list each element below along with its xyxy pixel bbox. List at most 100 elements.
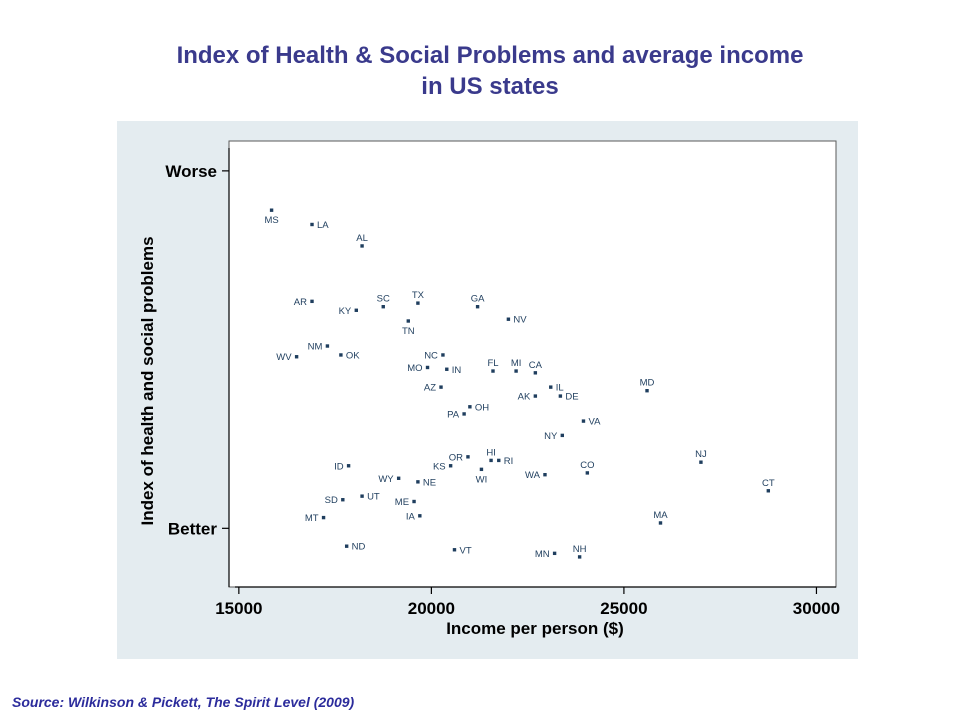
point-label-ut: UT xyxy=(367,492,380,503)
y-ticks: Worse Better xyxy=(165,162,229,538)
point-label-fl: FL xyxy=(487,358,498,369)
data-point-al xyxy=(360,244,364,248)
point-label-ma: MA xyxy=(653,510,668,521)
point-label-co: CO xyxy=(580,460,594,471)
point-label-nm: NM xyxy=(308,342,323,353)
point-label-wy: WY xyxy=(378,474,394,485)
data-point-ri xyxy=(497,458,501,463)
point-label-al: AL xyxy=(356,233,368,244)
point-label-az: AZ xyxy=(424,383,436,394)
y-tick-label: Better xyxy=(168,519,218,538)
point-label-vt: VT xyxy=(459,545,471,556)
point-label-in: IN xyxy=(452,365,462,376)
x-tick-label: 30000 xyxy=(793,599,840,618)
data-point-oh xyxy=(468,405,472,409)
point-label-la: LA xyxy=(317,220,329,231)
data-point-wi xyxy=(479,467,484,472)
data-point-sc xyxy=(381,305,385,309)
point-label-sd: SD xyxy=(325,495,338,506)
point-label-mt: MT xyxy=(305,513,319,524)
point-label-ne: NE xyxy=(423,477,436,488)
point-label-hi: HI xyxy=(486,447,496,458)
data-point-de xyxy=(558,394,563,398)
plot-area xyxy=(228,140,837,588)
data-point-ky xyxy=(354,308,358,312)
chart-panel: Income per person ($) Index of health an… xyxy=(117,121,858,659)
point-label-me: ME xyxy=(395,497,409,508)
data-point-mi xyxy=(514,369,518,373)
point-label-nv: NV xyxy=(513,315,527,326)
x-tick-label: 20000 xyxy=(408,599,455,618)
data-point-fl xyxy=(491,369,495,373)
point-label-wv: WV xyxy=(276,352,292,363)
point-label-ak: AK xyxy=(518,392,531,403)
point-label-tn: TN xyxy=(402,326,415,337)
point-label-sc: SC xyxy=(377,294,390,305)
data-point-co xyxy=(585,471,590,475)
point-label-nh: NH xyxy=(573,544,587,555)
data-point-wv xyxy=(294,355,299,359)
data-point-wa xyxy=(543,473,547,477)
point-label-ia: IA xyxy=(406,511,416,522)
point-label-ny: NY xyxy=(544,431,558,442)
data-point-id xyxy=(346,464,351,468)
point-label-or: OR xyxy=(449,452,463,463)
point-label-ar: AR xyxy=(294,297,307,308)
point-label-nd: ND xyxy=(352,542,366,553)
point-label-wi: WI xyxy=(476,474,488,485)
data-point-ca xyxy=(533,371,538,375)
source-note: Source: Wilkinson & Pickett, The Spirit … xyxy=(12,694,355,710)
point-label-tx: TX xyxy=(412,290,425,301)
point-label-de: DE xyxy=(565,392,578,403)
data-point-ut xyxy=(360,494,364,498)
data-point-sd xyxy=(341,498,345,502)
y-tick-label: Worse xyxy=(165,162,217,181)
point-label-oh: OH xyxy=(475,402,489,413)
data-point-hi xyxy=(489,458,493,463)
data-point-nv xyxy=(506,317,511,321)
data-point-ok xyxy=(339,353,343,357)
x-tick-label: 25000 xyxy=(600,599,647,618)
data-point-ks xyxy=(448,464,453,468)
data-point-va xyxy=(581,419,586,423)
x-tick-label: 15000 xyxy=(215,599,262,618)
point-label-ca: CA xyxy=(529,360,543,371)
data-point-ny xyxy=(560,433,565,438)
point-label-md: MD xyxy=(640,378,655,389)
point-label-wa: WA xyxy=(525,470,541,481)
point-label-il: IL xyxy=(556,383,564,394)
x-ticks: 15000 20000 25000 30000 xyxy=(215,587,840,618)
data-point-ar xyxy=(310,299,314,304)
data-point-tn xyxy=(406,319,410,323)
data-point-pa xyxy=(462,412,466,416)
data-point-nd xyxy=(344,544,349,548)
point-label-ks: KS xyxy=(433,461,446,472)
chart-title-line-1: Index of Health & Social Problems and av… xyxy=(176,42,804,69)
scatter-chart: Income per person ($) Index of health an… xyxy=(138,140,840,638)
data-point-az xyxy=(439,385,443,389)
data-point-ma xyxy=(658,521,663,525)
data-point-or xyxy=(466,455,470,459)
point-label-nj: NJ xyxy=(695,449,707,460)
point-label-ok: OK xyxy=(346,350,360,361)
point-label-pa: PA xyxy=(447,409,460,420)
data-point-ia xyxy=(418,514,422,518)
data-point-ct xyxy=(766,489,771,493)
data-point-ga xyxy=(475,305,480,309)
data-point-il xyxy=(549,385,553,389)
point-label-ky: KY xyxy=(339,306,352,317)
y-axis-label: Index of health and social problems xyxy=(138,236,157,525)
data-point-ms xyxy=(269,208,274,212)
x-axis-label: Income per person ($) xyxy=(446,619,624,638)
point-label-nc: NC xyxy=(424,350,438,361)
chart-title-line-2: in US states xyxy=(421,73,559,100)
point-label-ri: RI xyxy=(504,456,514,467)
data-point-nh xyxy=(577,555,582,559)
data-point-la xyxy=(310,222,314,227)
data-point-nc xyxy=(441,353,445,357)
data-point-wy xyxy=(396,476,401,480)
point-label-ct: CT xyxy=(762,478,775,489)
data-point-nm xyxy=(325,344,330,348)
point-label-ms: MS xyxy=(264,215,278,226)
data-point-mt xyxy=(321,515,326,520)
